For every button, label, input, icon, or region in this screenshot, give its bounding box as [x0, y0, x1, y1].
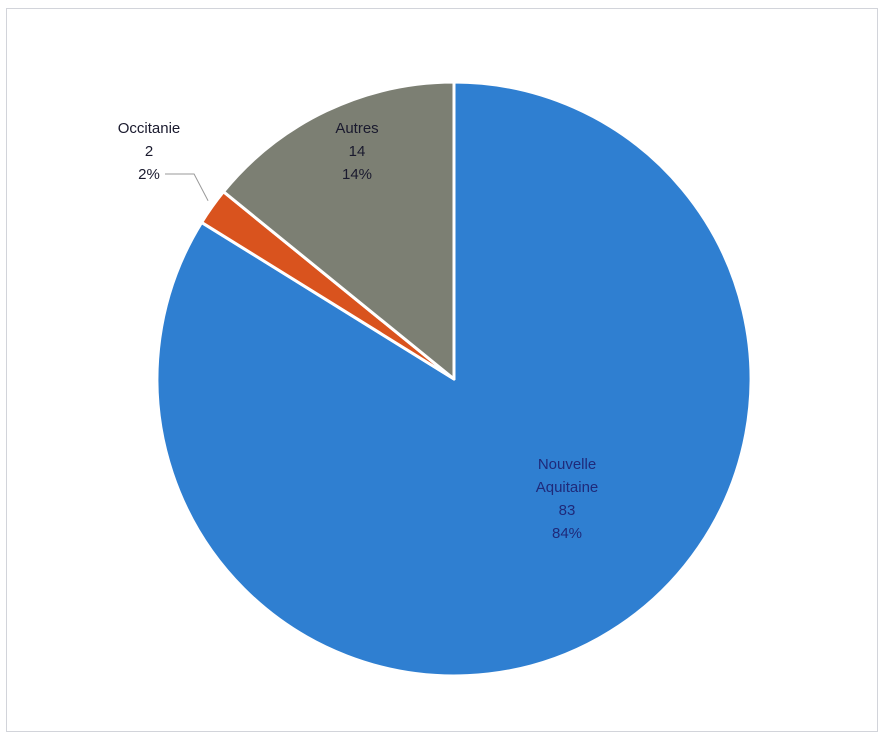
- data-label-autres-percent: 14%: [342, 166, 372, 183]
- data-label-nouvelle-aquitaine: Nouvelle Aquitaine 83 84%: [536, 456, 599, 542]
- data-label-autres-value: 14: [349, 143, 366, 160]
- data-label-occitanie-name: Occitanie: [118, 120, 181, 137]
- data-label-occitanie: Occitanie 2 2%: [118, 120, 181, 183]
- data-label-autres: Autres 14 14%: [335, 120, 378, 183]
- data-label-nouvelle-aquitaine-name-1: Nouvelle: [538, 456, 596, 473]
- data-label-autres-name: Autres: [335, 120, 378, 137]
- data-label-nouvelle-aquitaine-percent: 84%: [552, 525, 582, 542]
- chart-frame: Nouvelle Aquitaine 83 84% Occitanie 2 2% Autres…: [6, 8, 878, 732]
- data-label-nouvelle-aquitaine-name-2: Aquitaine: [536, 479, 599, 496]
- data-label-occitanie-value: 2: [145, 143, 153, 160]
- pie-slice-autres: [221, 80, 456, 381]
- leader-line-occitanie: [165, 173, 209, 201]
- pie-chart: Nouvelle Aquitaine 83 84% Occitanie 2 2% Autres…: [118, 80, 753, 678]
- data-label-nouvelle-aquitaine-value: 83: [559, 502, 576, 519]
- data-label-occitanie-percent: 2%: [138, 166, 160, 183]
